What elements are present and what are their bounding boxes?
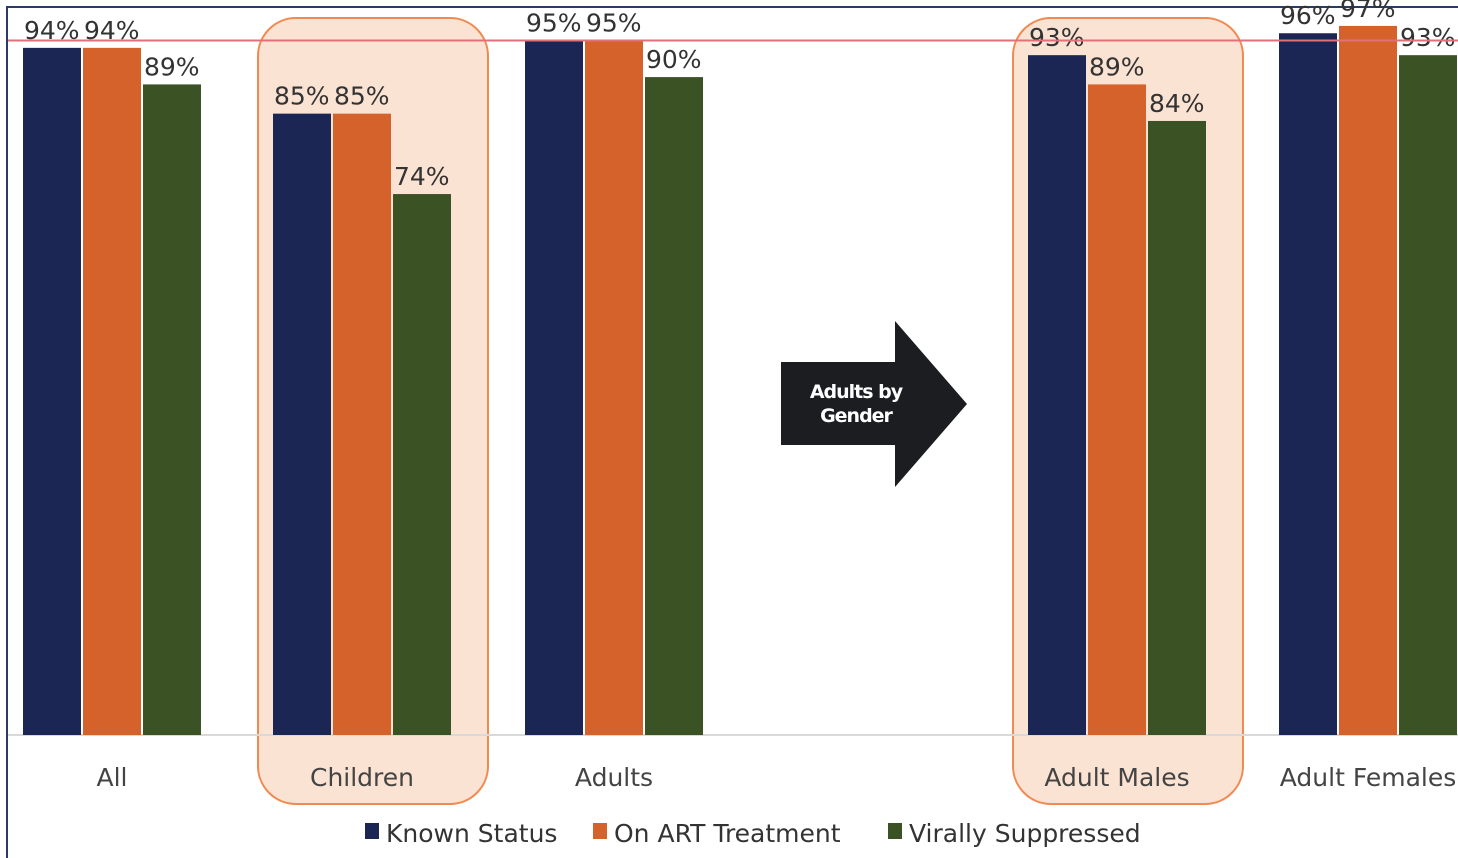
bar-adult-females-on-art-treatment: [1339, 25, 1397, 736]
value-label-children-on-art-treatment: 85%: [334, 82, 390, 111]
value-label-adult-males-known-status: 93%: [1029, 23, 1085, 52]
legend-label-on-art-treatment: On ART Treatment: [614, 819, 841, 848]
legend-label-virally-suppressed: Virally Suppressed: [909, 819, 1141, 848]
legend-label-known-status: Known Status: [386, 819, 557, 848]
category-label-all: All: [97, 763, 128, 792]
bar-adult-females-virally-suppressed: [1399, 55, 1457, 736]
bar-all-virally-suppressed: [143, 84, 201, 735]
arrow-label-line1: Adults by: [810, 381, 904, 403]
value-label-adult-males-on-art-treatment: 89%: [1089, 52, 1145, 81]
arrow-shape: [781, 321, 967, 487]
bar-adult-males-known-status: [1028, 55, 1086, 736]
value-label-adult-females-on-art-treatment: 97%: [1340, 0, 1396, 23]
legend-swatch-on-art-treatment: [593, 823, 607, 839]
bar-adults-virally-suppressed: [645, 77, 703, 736]
value-label-children-known-status: 85%: [274, 82, 330, 111]
bar-adult-males-virally-suppressed: [1148, 120, 1206, 735]
category-label-children: Children: [310, 763, 414, 792]
bars-group: [23, 25, 1457, 736]
category-label-adults: Adults: [575, 763, 653, 792]
category-label-adult-females: Adult Females: [1280, 763, 1457, 792]
value-label-all-virally-suppressed: 89%: [144, 52, 200, 81]
bar-adult-males-on-art-treatment: [1088, 84, 1146, 735]
value-label-children-virally-suppressed: 74%: [394, 162, 450, 191]
bar-adults-known-status: [525, 40, 583, 736]
category-labels-group: All Children Adults Adult Males Adult Female…: [97, 763, 1457, 792]
legend: Known Status On ART Treatment Virally Supp…: [365, 819, 1141, 848]
bar-children-known-status: [273, 113, 331, 735]
category-label-adult-males: Adult Males: [1044, 763, 1189, 792]
value-label-adult-females-known-status: 96%: [1280, 1, 1336, 30]
bar-all-on-art-treatment: [83, 47, 141, 736]
legend-swatch-virally-suppressed: [888, 823, 902, 839]
value-label-adults-known-status: 95%: [526, 9, 582, 38]
bar-adults-on-art-treatment: [585, 40, 643, 736]
value-label-adults-virally-suppressed: 90%: [646, 45, 702, 74]
bar-all-known-status: [23, 47, 81, 736]
value-label-adult-females-virally-suppressed: 93%: [1400, 23, 1456, 52]
value-label-adults-on-art-treatment: 95%: [586, 9, 642, 38]
bar-adult-females-known-status: [1279, 33, 1337, 736]
arrow-label-line2: Gender: [820, 405, 893, 427]
bar-children-on-art-treatment: [333, 113, 391, 735]
value-labels-group: 94%85%95%93%96%94%85%95%89%97%89%74%90%8…: [24, 0, 1456, 191]
value-label-adult-males-virally-suppressed: 84%: [1149, 89, 1205, 118]
bar-children-virally-suppressed: [393, 194, 451, 735]
adults-by-gender-arrow: Adults by Gender: [781, 321, 967, 487]
legend-swatch-known-status: [365, 823, 379, 839]
